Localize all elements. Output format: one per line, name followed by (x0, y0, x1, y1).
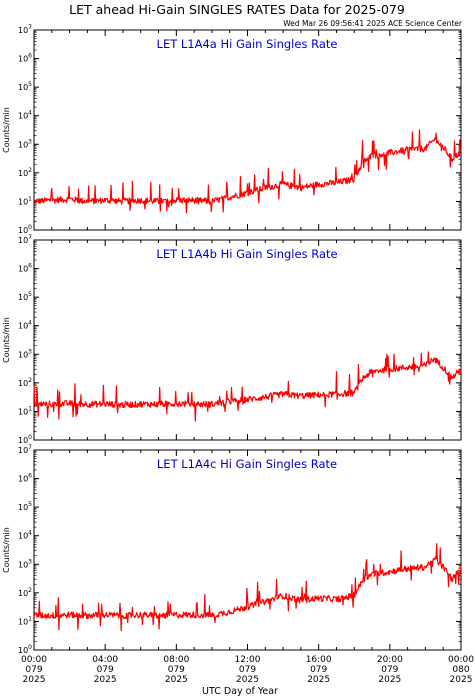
chart-panel-2: 100 101 102 103 104 105 106 107 Counts/min LET L1… (2, 234, 462, 445)
y-tick-label: 106 (18, 53, 32, 64)
figure-title: LET ahead Hi-Gain SINGLES RATES Data for… (69, 2, 405, 17)
x-tick-label-year: 2025 (307, 675, 330, 685)
y-tick-label: 103 (18, 558, 32, 569)
x-axis: 00:00079202504:00079202508:00079202512:0… (21, 655, 474, 685)
y-tick-label: 101 (18, 405, 32, 416)
panels: 100 101 102 103 104 105 106 107 Counts/min LET L1… (2, 24, 462, 655)
y-tick-label: 104 (18, 320, 32, 331)
y-tick-label: 103 (18, 348, 32, 359)
x-tick-label-doy: 079 (97, 665, 114, 675)
plot-frame (33, 239, 462, 441)
y-axis-label: Counts/min (2, 317, 11, 363)
y-tick-label: 106 (18, 263, 32, 274)
chart-panel-1: 100 101 102 103 104 105 106 107 Counts/min LET L1… (2, 24, 462, 235)
chart-title: LET L1A4b Hi Gain Singles Rate (156, 247, 337, 261)
x-tick-label-year: 2025 (450, 675, 473, 685)
x-tick-label-year: 2025 (94, 675, 117, 685)
y-tick-label: 105 (18, 81, 32, 92)
x-tick-label-time: 16:00 (306, 655, 332, 665)
x-tick-label-doy: 079 (239, 665, 256, 675)
x-tick-label-time: 12:00 (235, 655, 261, 665)
y-tick-label: 105 (18, 501, 32, 512)
x-tick-label-doy: 079 (381, 665, 398, 675)
y-tick-label: 102 (18, 167, 32, 178)
y-tick-label: 104 (18, 530, 32, 541)
y-tick-label: 101 (18, 195, 32, 206)
x-tick-label-doy: 079 (310, 665, 327, 675)
y-tick-label: 107 (18, 444, 32, 455)
y-tick-label: 107 (18, 234, 32, 245)
y-axis-label: Counts/min (2, 527, 11, 573)
y-tick-label: 106 (18, 473, 32, 484)
y-tick-label: 105 (18, 291, 32, 302)
y-tick-label: 100 (18, 434, 32, 445)
x-tick-label-year: 2025 (378, 675, 401, 685)
x-tick-label-time: 08:00 (163, 655, 189, 665)
series-line (33, 351, 462, 422)
y-tick-label: 102 (18, 377, 32, 388)
y-axis-label: Counts/min (2, 107, 11, 153)
chart-panel-3: 100 101 102 103 104 105 106 107 Counts/min LET L1… (2, 444, 462, 655)
y-tick-label: 107 (18, 24, 32, 35)
y-tick-label: 101 (18, 615, 32, 626)
x-axis-label: UTC Day of Year (202, 686, 278, 697)
x-tick-label-doy: 079 (168, 665, 185, 675)
x-tick-label-time: 00:00 (21, 655, 47, 665)
x-tick-label-doy: 080 (452, 665, 469, 675)
y-tick-label: 100 (18, 224, 32, 235)
figure-timestamp: Wed Mar 26 09:56:41 2025 ACE Science Cen… (283, 19, 463, 28)
x-tick-label-year: 2025 (23, 675, 46, 685)
x-tick-label-time: 20:00 (377, 655, 403, 665)
series-line (33, 543, 462, 632)
y-tick-label: 100 (18, 644, 32, 655)
x-tick-label-time: 04:00 (92, 655, 118, 665)
y-tick-label: 102 (18, 587, 32, 598)
x-tick-label-year: 2025 (236, 675, 259, 685)
x-tick-label-year: 2025 (165, 675, 188, 685)
y-tick-label: 103 (18, 138, 32, 149)
x-tick-label-time: 00:00 (448, 655, 474, 665)
series-line (33, 129, 462, 214)
chart-title: LET L1A4a Hi Gain Singles Rate (157, 37, 338, 51)
chart-title: LET L1A4c Hi Gain Singles Rate (157, 457, 337, 471)
x-tick-label-doy: 079 (25, 665, 42, 675)
y-tick-label: 104 (18, 110, 32, 121)
plot-frame (33, 449, 462, 651)
